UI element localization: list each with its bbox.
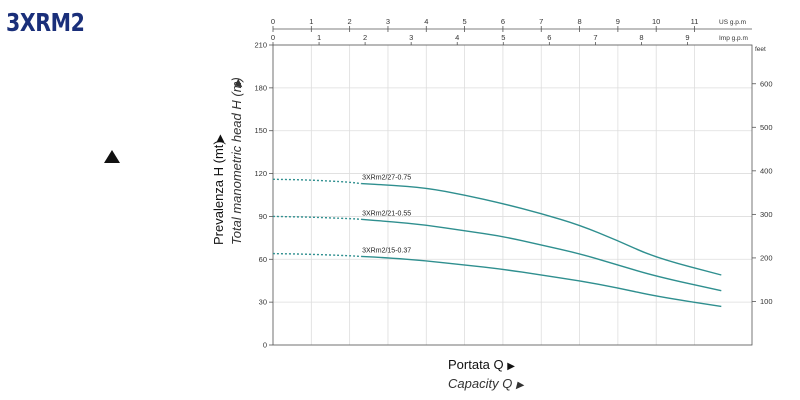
x-top-imp-tick-label: 7 bbox=[593, 33, 597, 42]
x-top-imp-tick-label: 8 bbox=[639, 33, 643, 42]
y-right-tick-label: 100 bbox=[760, 297, 773, 306]
y-left-tick-label: 120 bbox=[254, 169, 267, 178]
x-top-us-tick-label: 9 bbox=[616, 17, 620, 26]
series: 3XRm2/27-0.75 3XRm2/21-0.55 3XRm2/15-0.37 bbox=[272, 175, 722, 308]
y-axis-english-arrow-icon: ▶ bbox=[233, 78, 244, 88]
page-title: 3XRM2 bbox=[6, 8, 85, 37]
y-left-tick-label: 0 bbox=[263, 341, 267, 350]
x-top-imp-tick-label: 2 bbox=[363, 33, 367, 42]
x-top-imp-tick-label: 5 bbox=[501, 33, 505, 42]
x-top-us-tick-label: 6 bbox=[501, 17, 505, 26]
axes: 0306090120150180210100200300400500600fee… bbox=[254, 17, 772, 350]
y-right-tick-label: 300 bbox=[760, 210, 773, 219]
x-top-imp-tick-label: 9 bbox=[685, 33, 689, 42]
x-top-us-tick-label: 10 bbox=[652, 17, 660, 26]
x-axis-label-english: Capacity Q bbox=[448, 376, 513, 391]
series-label: 3XRm2/21-0.55 bbox=[362, 210, 411, 217]
x-top-imp-tick-label: 6 bbox=[547, 33, 551, 42]
x-top-imp-unit-label: Imp g.p.m bbox=[719, 35, 748, 42]
series-curve-dashed bbox=[272, 215, 362, 220]
x-axis-label-row: Portata Q ▶ bbox=[448, 357, 515, 372]
y-right-tick-label: 500 bbox=[760, 123, 773, 132]
x-axis-arrow-icon: ▶ bbox=[507, 361, 515, 372]
series-curve bbox=[361, 182, 722, 276]
up-triangle-icon bbox=[104, 150, 120, 163]
plot-frame bbox=[272, 44, 753, 346]
y-axis-label: Prevalenza H (mt) bbox=[211, 140, 226, 245]
x-axis-english-arrow-icon: ▶ bbox=[515, 380, 524, 391]
x-top-us-tick-label: 2 bbox=[348, 17, 352, 26]
x-top-imp-tick-label: 4 bbox=[455, 33, 459, 42]
x-top-us-tick-label: 11 bbox=[691, 17, 699, 26]
y-left-tick-label: 150 bbox=[254, 126, 267, 135]
x-top-us-unit-label: US g.p.m bbox=[719, 19, 746, 26]
series-curve-dashed bbox=[272, 178, 362, 185]
series-label: 3XRm2/27-0.75 bbox=[362, 175, 411, 182]
y-right-tick-label: 400 bbox=[760, 166, 773, 175]
x-top-imp-tick-label: 1 bbox=[317, 33, 321, 42]
y-left-tick-label: 90 bbox=[259, 212, 267, 221]
x-top-us-tick-label: 7 bbox=[539, 17, 543, 26]
y-left-tick-label: 180 bbox=[254, 83, 267, 92]
y-left-tick-label: 60 bbox=[259, 255, 267, 264]
y-right-tick-label: 200 bbox=[760, 253, 773, 262]
y-right-tick-label: 600 bbox=[760, 79, 773, 88]
x-top-us-tick-label: 5 bbox=[463, 17, 467, 26]
y-left-tick-label: 210 bbox=[254, 41, 267, 50]
y-axis-arrow-icon: ▶ bbox=[215, 134, 226, 142]
x-top-imp-tick-label: 3 bbox=[409, 33, 413, 42]
x-axis-label-english-row: Capacity Q ▶ bbox=[448, 376, 524, 391]
x-top-us-tick-label: 8 bbox=[577, 17, 581, 26]
x-axis-label: Portata Q bbox=[448, 357, 504, 372]
series-curve bbox=[361, 218, 722, 292]
x-top-imp-tick-label: 0 bbox=[271, 33, 275, 42]
x-top-us-tick-label: 3 bbox=[386, 17, 390, 26]
y-axis-label-english: Total manometric head H (m) bbox=[229, 77, 244, 245]
y-right-unit-label: feet bbox=[755, 46, 766, 53]
y-left-tick-label: 30 bbox=[259, 298, 267, 307]
series-label: 3XRm2/15-0.37 bbox=[362, 247, 411, 254]
x-top-us-tick-label: 4 bbox=[424, 17, 428, 26]
series-curve-dashed bbox=[272, 252, 362, 258]
x-top-us-tick-label: 1 bbox=[309, 17, 313, 26]
series-curve bbox=[361, 255, 722, 308]
x-top-us-tick-label: 0 bbox=[271, 17, 275, 26]
